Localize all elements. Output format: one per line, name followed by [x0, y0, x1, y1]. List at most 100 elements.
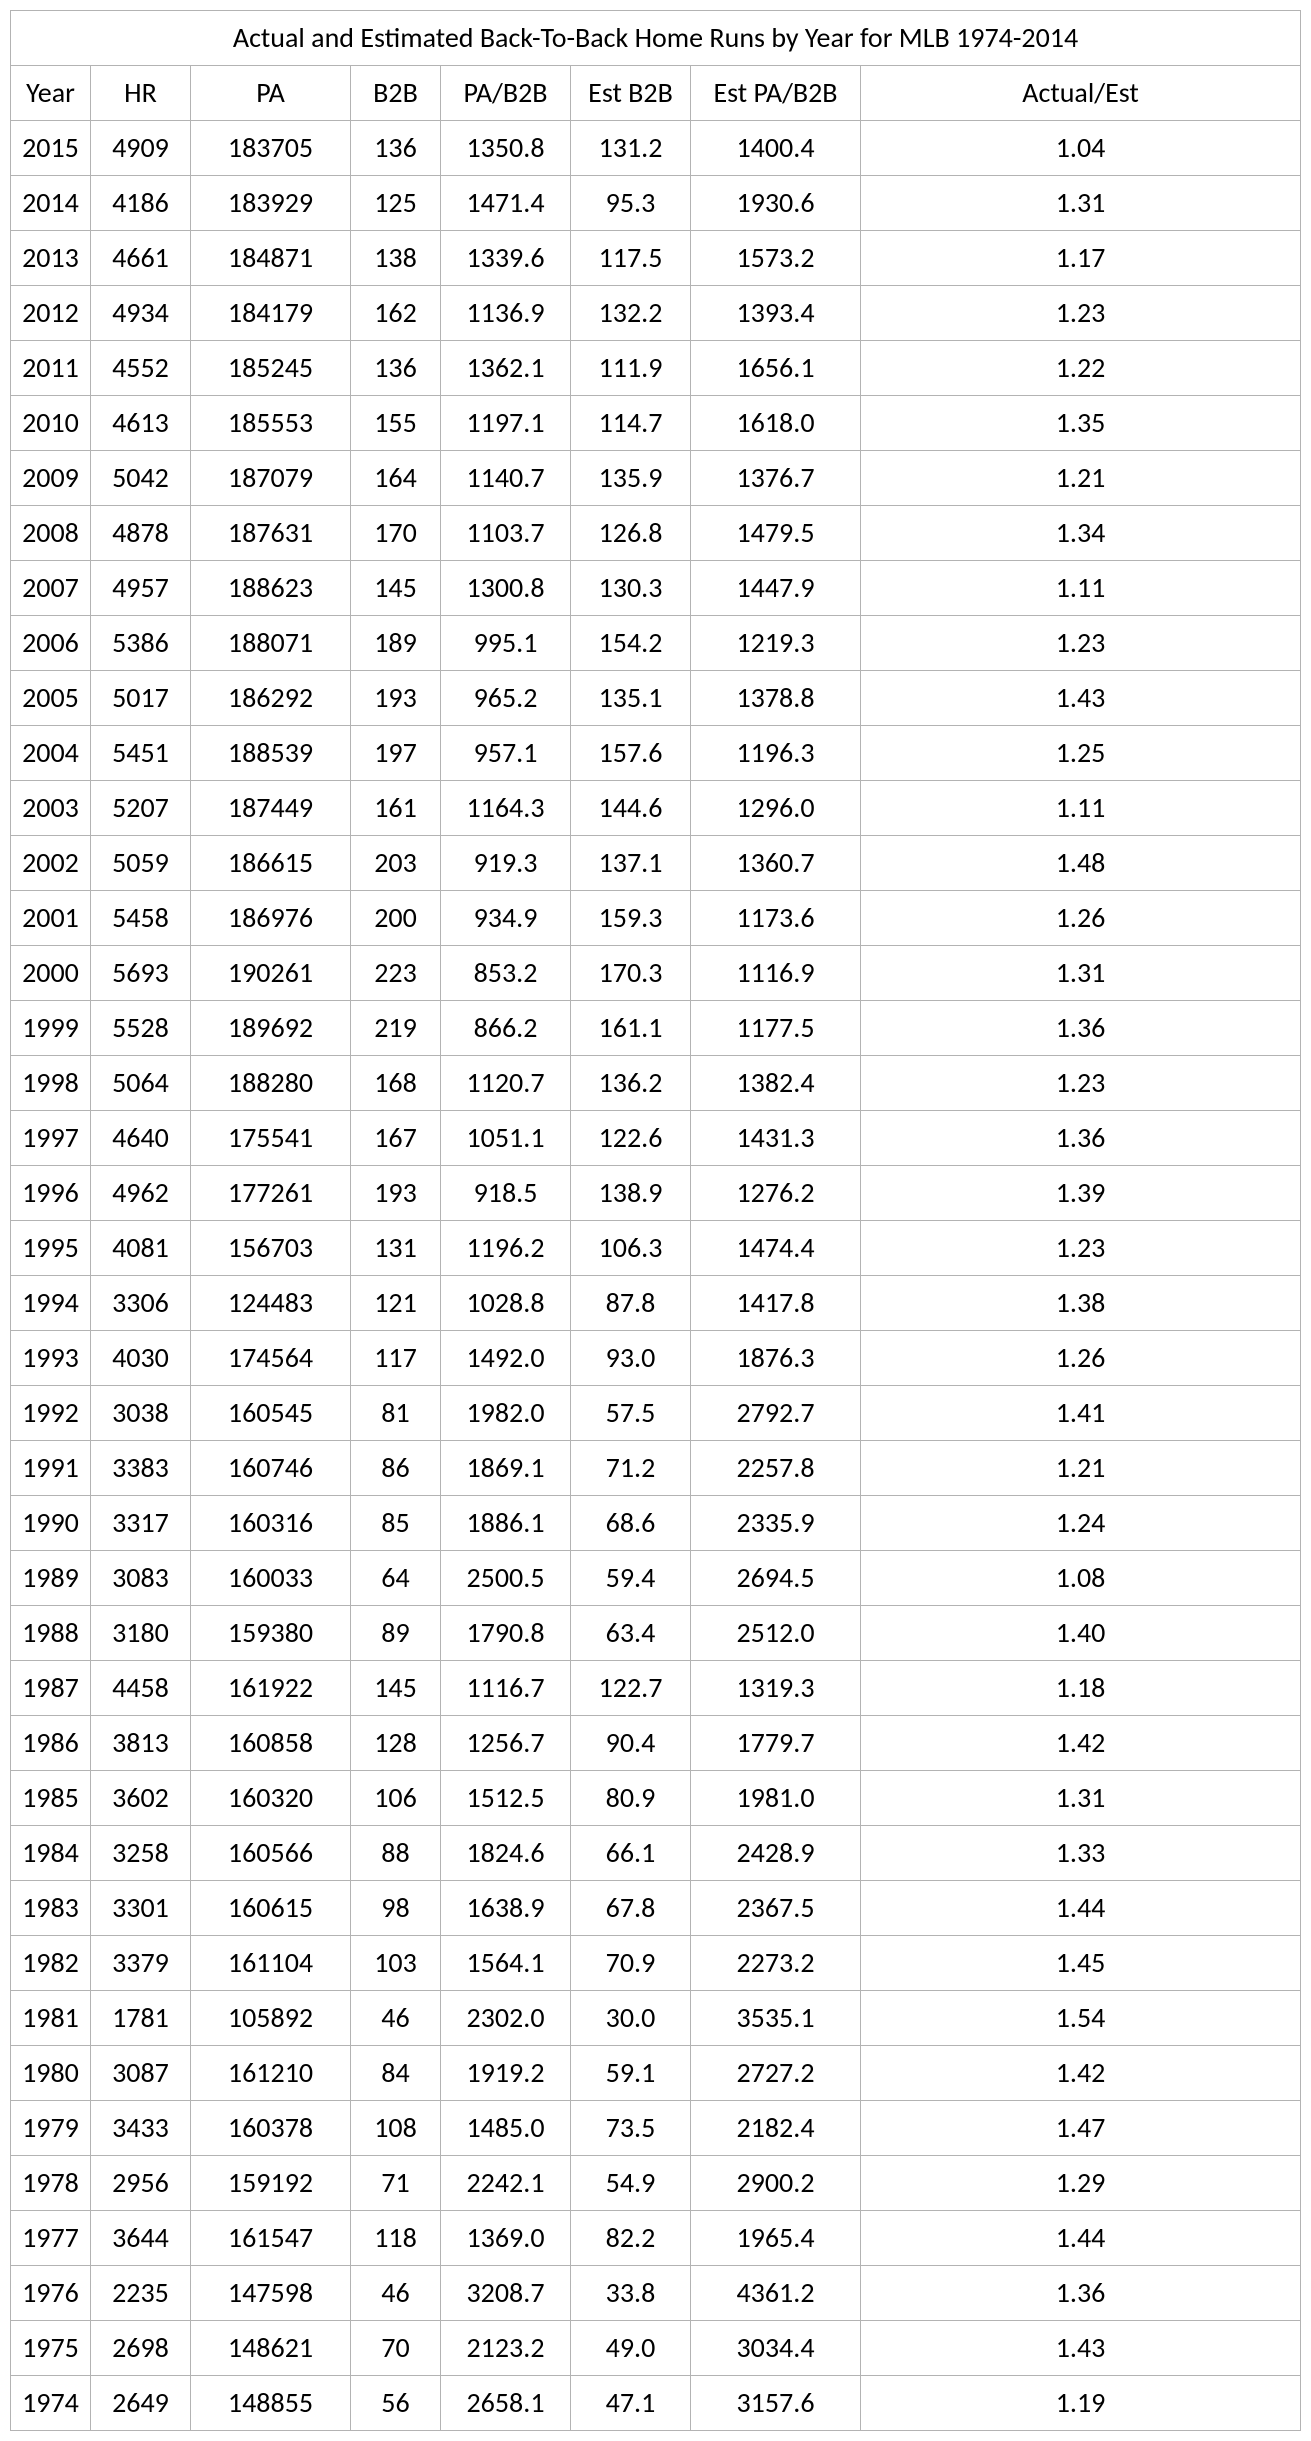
table-cell: 5059: [91, 836, 191, 891]
table-cell: 1876.3: [691, 1331, 861, 1386]
table-cell: 161210: [191, 2046, 351, 2101]
table-cell: 2013: [11, 231, 91, 286]
table-cell: 2006: [11, 616, 91, 671]
table-cell: 186615: [191, 836, 351, 891]
table-title: Actual and Estimated Back-To-Back Home R…: [11, 11, 1301, 66]
table-cell: 160316: [191, 1496, 351, 1551]
table-cell: 1177.5: [691, 1001, 861, 1056]
table-cell: 90.4: [571, 1716, 691, 1771]
table-cell: 148855: [191, 2376, 351, 2431]
table-cell: 168: [351, 1056, 441, 1111]
table-cell: 1.21: [861, 451, 1301, 506]
table-cell: 2273.2: [691, 1936, 861, 1991]
table-cell: 67.8: [571, 1881, 691, 1936]
table-cell: 30.0: [571, 1991, 691, 2046]
table-cell: 161104: [191, 1936, 351, 1991]
table-cell: 1975: [11, 2321, 91, 2376]
table-cell: 1.41: [861, 1386, 1301, 1441]
table-cell: 138.9: [571, 1166, 691, 1221]
table-cell: 2235: [91, 2266, 191, 2321]
table-cell: 2000: [11, 946, 91, 1001]
table-cell: 1993: [11, 1331, 91, 1386]
table-row: 200749571886231451300.8130.31447.91.11: [11, 561, 1301, 616]
table-cell: 1.23: [861, 616, 1301, 671]
table-cell: 4909: [91, 121, 191, 176]
table-cell: 145: [351, 561, 441, 616]
table-cell: 1995: [11, 1221, 91, 1276]
table-cell: 73.5: [571, 2101, 691, 2156]
table-cell: 145: [351, 1661, 441, 1716]
table-cell: 188071: [191, 616, 351, 671]
table-cell: 1378.8: [691, 671, 861, 726]
table-cell: 4186: [91, 176, 191, 231]
table-cell: 1.23: [861, 286, 1301, 341]
table-cell: 160320: [191, 1771, 351, 1826]
table-cell: 1.22: [861, 341, 1301, 396]
table-cell: 4640: [91, 1111, 191, 1166]
table-row: 19995528189692219866.2161.11177.51.36: [11, 1001, 1301, 1056]
table-cell: 4878: [91, 506, 191, 561]
table-row: 19923038160545811982.057.52792.71.41: [11, 1386, 1301, 1441]
table-cell: 147598: [191, 2266, 351, 2321]
table-cell: 2658.1: [441, 2376, 571, 2431]
table-cell: 200: [351, 891, 441, 946]
table-cell: 193: [351, 1166, 441, 1221]
table-cell: 5386: [91, 616, 191, 671]
table-cell: 1.36: [861, 2266, 1301, 2321]
table-cell: 2428.9: [691, 1826, 861, 1881]
table-cell: 1.31: [861, 1771, 1301, 1826]
table-cell: 95.3: [571, 176, 691, 231]
table-cell: 108: [351, 2101, 441, 2156]
table-cell: 2015: [11, 121, 91, 176]
table-cell: 131: [351, 1221, 441, 1276]
table-cell: 1431.3: [691, 1111, 861, 1166]
table-row: 20005693190261223853.2170.31116.91.31: [11, 946, 1301, 1001]
table-cell: 1985: [11, 1771, 91, 1826]
table-cell: 5458: [91, 891, 191, 946]
table-cell: 1994: [11, 1276, 91, 1331]
table-cell: 4552: [91, 341, 191, 396]
table-row: 198536021603201061512.580.91981.01.31: [11, 1771, 1301, 1826]
table-cell: 1987: [11, 1661, 91, 1716]
table-cell: 93.0: [571, 1331, 691, 1386]
table-cell: 137.1: [571, 836, 691, 891]
table-cell: 1103.7: [441, 506, 571, 561]
table-cell: 68.6: [571, 1496, 691, 1551]
table-cell: 148621: [191, 2321, 351, 2376]
table-cell: 88: [351, 1826, 441, 1881]
table-cell: 49.0: [571, 2321, 691, 2376]
col-header-estpab2b: Est PA/B2B: [691, 66, 861, 121]
table-cell: 56: [351, 2376, 441, 2431]
table-cell: 1.48: [861, 836, 1301, 891]
table-container: Actual and Estimated Back-To-Back Home R…: [10, 10, 1300, 2431]
table-row: 201549091837051361350.8131.21400.41.04: [11, 121, 1301, 176]
table-cell: 1989: [11, 1551, 91, 1606]
table-cell: 4962: [91, 1166, 191, 1221]
table-row: 20065386188071189995.1154.21219.31.23: [11, 616, 1301, 671]
table-cell: 98: [351, 1881, 441, 1936]
table-cell: 4081: [91, 1221, 191, 1276]
table-row: 197736441615471181369.082.21965.41.44: [11, 2211, 1301, 2266]
table-cell: 130.3: [571, 561, 691, 616]
table-cell: 1485.0: [441, 2101, 571, 2156]
table-cell: 106.3: [571, 1221, 691, 1276]
table-cell: 1350.8: [441, 121, 571, 176]
table-cell: 4957: [91, 561, 191, 616]
table-cell: 155: [351, 396, 441, 451]
b2b-hr-table: Actual and Estimated Back-To-Back Home R…: [10, 10, 1301, 2431]
table-cell: 1.08: [861, 1551, 1301, 1606]
table-cell: 1991: [11, 1441, 91, 1496]
table-cell: 174564: [191, 1331, 351, 1386]
table-cell: 3644: [91, 2211, 191, 2266]
table-cell: 185553: [191, 396, 351, 451]
table-cell: 1300.8: [441, 561, 571, 616]
table-cell: 189: [351, 616, 441, 671]
table-cell: 187079: [191, 451, 351, 506]
table-cell: 1977: [11, 2211, 91, 2266]
table-cell: 934.9: [441, 891, 571, 946]
table-cell: 162: [351, 286, 441, 341]
col-header-year: Year: [11, 66, 91, 121]
table-cell: 136.2: [571, 1056, 691, 1111]
table-cell: 2698: [91, 2321, 191, 2376]
table-cell: 1983: [11, 1881, 91, 1936]
